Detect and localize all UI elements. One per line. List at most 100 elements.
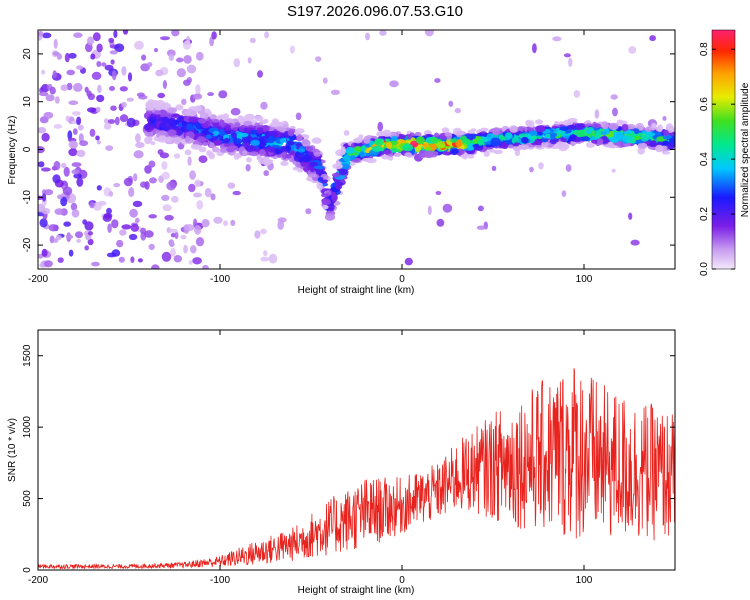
spectrogram-cell (110, 59, 115, 65)
spectrogram-cell (129, 208, 138, 218)
spectrogram-cell (260, 256, 270, 262)
spectrogram-cell (322, 77, 328, 84)
spectrogram-cell (415, 136, 425, 144)
spectrogram-cell (185, 135, 191, 143)
spectrogram-cell (521, 136, 529, 144)
spectrogram-cell (218, 119, 224, 127)
spectrogram-cell (180, 234, 187, 240)
spectrogram-cell (277, 220, 285, 230)
spectrogram-cell (204, 187, 212, 198)
spectrogram-cell (532, 43, 537, 54)
spectrogram-cell (244, 113, 256, 121)
spectrogram-cell (340, 146, 346, 155)
spectrogram-cell (194, 105, 202, 112)
spectrogram-cell (343, 130, 350, 136)
spectrogram-cell (43, 189, 54, 196)
spectrogram-cell (65, 234, 74, 240)
spectrogram-cell (53, 124, 63, 129)
spectrogram-cell (108, 191, 114, 197)
spectrogram-cell (136, 92, 145, 97)
spectrogram-cell (227, 182, 236, 189)
spectrogram-cell (280, 161, 289, 166)
spectrogram-cell (87, 231, 93, 236)
spectrogram-cell (230, 219, 236, 226)
spectrogram-cell (48, 224, 58, 232)
spectrogram-cell (73, 32, 83, 38)
spectrogram-cell (541, 141, 549, 148)
spectrogram-cell (189, 170, 196, 180)
spectrogram-cell (192, 257, 202, 265)
spectrogram-cell (655, 144, 664, 153)
spectrogram-y-tick-label: 10 (22, 96, 33, 108)
spectrogram-cell (321, 199, 331, 206)
spectrogram-cell (96, 185, 102, 191)
spectrogram-cell (64, 52, 70, 63)
spectrogram-cell (331, 172, 341, 178)
spectrogram-cell (162, 204, 172, 212)
spectrogram-cell (260, 101, 268, 110)
spectrogram-cell (96, 94, 105, 103)
spectrogram-cell (111, 70, 117, 81)
spectrogram-cell (433, 132, 440, 138)
spectrogram-cell (41, 69, 46, 75)
spectrogram-cell (289, 45, 295, 54)
spectrogram-cell (57, 194, 63, 200)
spectrogram-cell (71, 169, 80, 175)
spectrogram-cell (219, 147, 227, 153)
spectrogram-cell (301, 154, 312, 163)
spectrogram-cell (597, 138, 604, 146)
spectrogram-cell (149, 177, 157, 184)
snr-y-tick-label: 0 (22, 567, 33, 573)
spectrogram-cell (490, 137, 501, 146)
spectrogram-cell (168, 228, 178, 233)
spectrogram-cell (193, 192, 202, 198)
spectrogram-cell (243, 120, 253, 127)
spectrogram-cell (141, 54, 147, 61)
spectrogram-cell (501, 142, 509, 150)
spectrogram-cell (318, 177, 324, 181)
spectrogram-y-tick-label: 0 (22, 146, 33, 152)
spectrogram-cell (71, 209, 80, 218)
spectrogram-cell (168, 120, 178, 127)
spectrogram-cell (202, 142, 208, 146)
spectrogram-cell (155, 69, 164, 77)
spectrogram-cell (223, 220, 228, 227)
colorbar-tick-label: 0.2 (699, 207, 710, 221)
spectrogram-cell (121, 66, 127, 76)
spectrogram-cell (310, 166, 315, 173)
spectrogram-cell (133, 173, 138, 182)
spectrogram-cell (70, 202, 78, 211)
spectrogram-cell (541, 138, 548, 143)
spectrogram-cell (118, 256, 125, 263)
spectrogram-cell (213, 216, 223, 224)
spectrogram-cell (287, 129, 295, 137)
spectrogram-cell (616, 119, 624, 126)
spectrogram-cell (76, 177, 84, 187)
spectrogram-cell (563, 53, 571, 58)
spectrogram-cell (529, 120, 535, 129)
spectrogram-cell (297, 148, 306, 153)
spectrogram-cell (202, 264, 209, 269)
spectrogram-cell (151, 264, 160, 269)
spectrogram-cell (222, 113, 229, 120)
spectrogram-cell (96, 140, 101, 145)
spectrogram-cell (147, 62, 153, 67)
spectrogram-cell (207, 92, 215, 97)
spectrogram-cell (218, 90, 228, 99)
spectrogram-cell (235, 138, 242, 145)
spectrogram-cell (628, 212, 633, 220)
spectrogram-cell (113, 30, 118, 39)
spectrogram-cell (121, 224, 132, 230)
spectrogram-cell (135, 142, 145, 149)
spectrogram-cell (467, 154, 475, 159)
spectrogram-cell (528, 130, 538, 136)
spectrogram-cell (389, 80, 399, 88)
spectrogram-cell (301, 139, 311, 147)
spectrogram-cell (305, 208, 312, 215)
spectrogram-cell (107, 119, 116, 124)
spectrogram-cell (331, 193, 338, 202)
snr-y-tick-label: 500 (22, 490, 33, 507)
spectrogram-cell (308, 161, 319, 168)
spectrogram-cell (233, 58, 241, 68)
spectrogram-cell (54, 208, 64, 216)
